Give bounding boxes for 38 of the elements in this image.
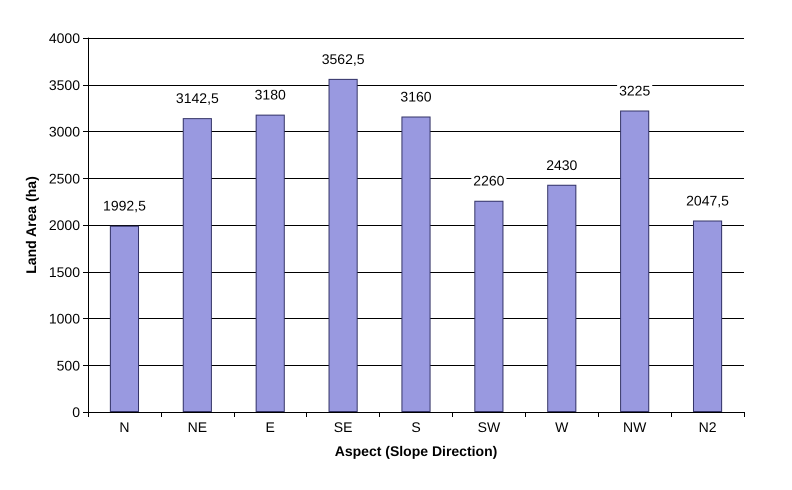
x-tick-label: SW	[478, 419, 501, 435]
data-label: 3225	[619, 82, 650, 98]
x-axis-title: Aspect (Slope Direction)	[334, 443, 498, 459]
y-tick-label: 4000	[48, 30, 80, 46]
x-tick-label: S	[411, 419, 421, 435]
bar	[401, 116, 431, 412]
y-tick-label: 1000	[48, 310, 80, 326]
bar	[110, 226, 140, 412]
bar	[256, 114, 285, 412]
data-label: 3142,5	[176, 90, 219, 106]
y-tick-label: 3000	[48, 124, 80, 140]
bar	[692, 220, 722, 412]
y-tick-label: 500	[56, 357, 80, 374]
bar	[328, 78, 358, 412]
x-tick-label: W	[555, 419, 570, 435]
data-label: 3160	[400, 88, 432, 105]
x-tick-label: E	[266, 419, 275, 435]
x-tick-label: NW	[623, 419, 648, 435]
y-tick-label: 2500	[48, 170, 80, 186]
bar	[547, 184, 576, 412]
x-tick-label: NE	[188, 419, 208, 435]
x-tick-label: N	[119, 419, 130, 435]
y-tick-label: 0	[72, 404, 80, 420]
data-label: 2047,5	[686, 192, 730, 209]
x-tick-label: N2	[698, 419, 717, 435]
data-label: 3562,5	[322, 50, 365, 67]
data-label: 2430	[546, 156, 578, 173]
bar	[620, 110, 650, 412]
y-axis-title: Land Area (ha)	[22, 176, 39, 274]
data-label: 1992,5	[103, 198, 146, 214]
bar	[182, 118, 212, 412]
y-tick-label: 2000	[48, 217, 80, 233]
y-tick-label: 3500	[48, 76, 80, 93]
data-label: 3180	[254, 86, 286, 103]
y-tick-label: 1500	[48, 264, 80, 280]
x-tick-label: SE	[334, 419, 352, 435]
bar	[474, 200, 504, 412]
data-label: 2260	[473, 172, 505, 189]
